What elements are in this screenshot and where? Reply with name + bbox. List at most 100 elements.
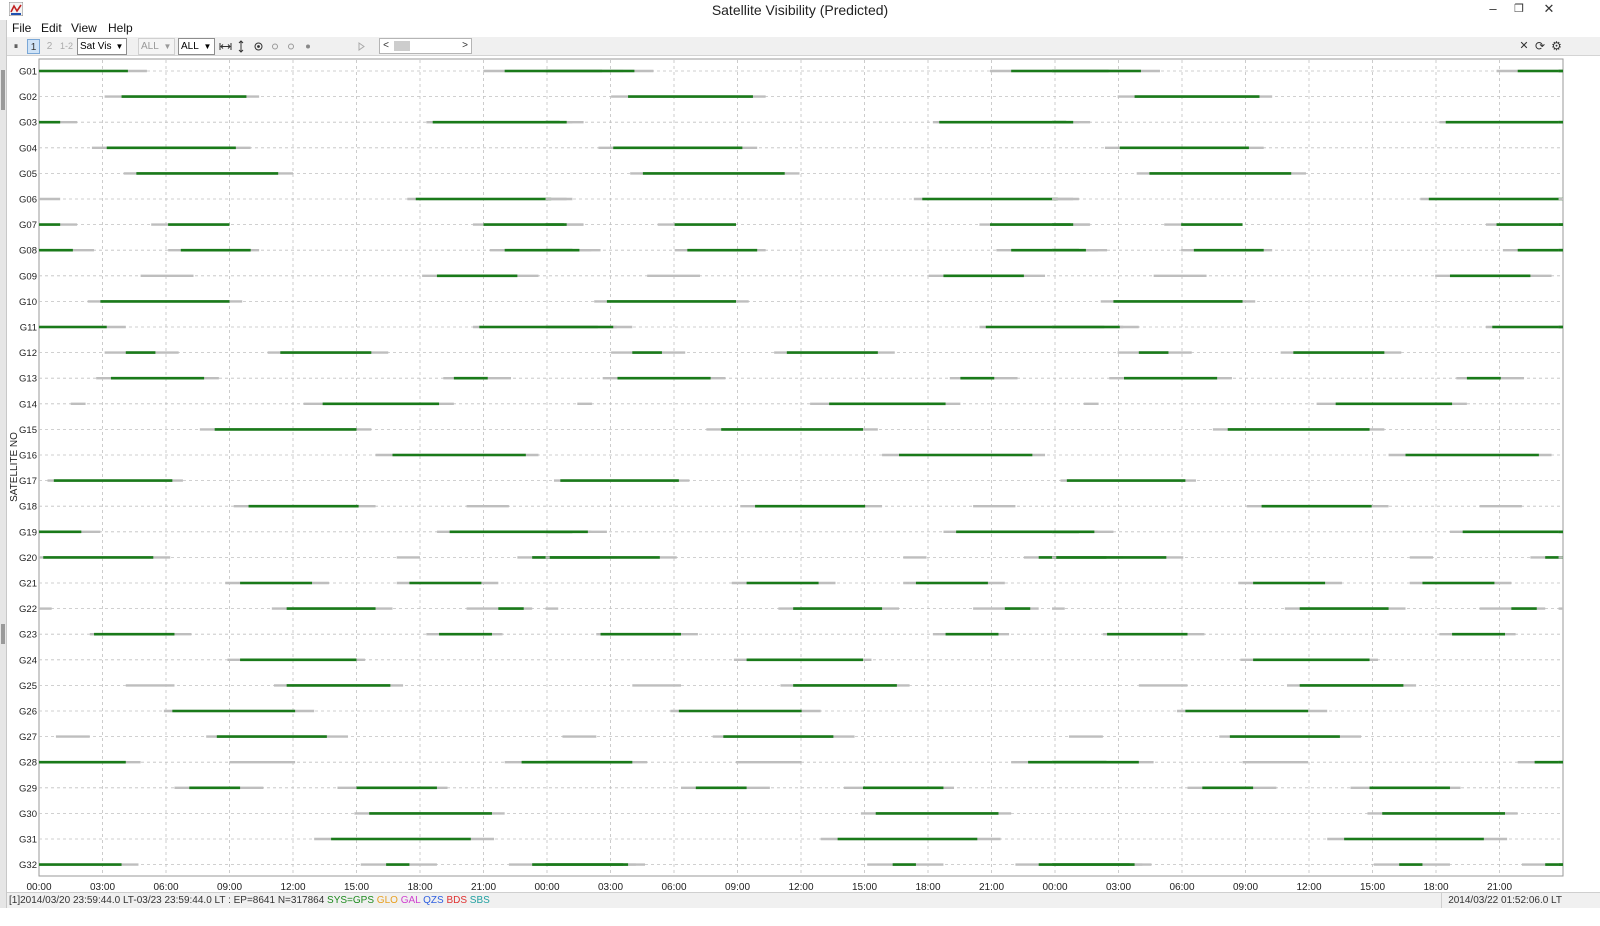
rcv2-button[interactable]: 2 xyxy=(46,41,53,52)
satellite-label: G14 xyxy=(19,399,37,410)
play-animation-icon[interactable] xyxy=(356,39,366,54)
system-select-value: ALL xyxy=(141,41,159,52)
reload-icon[interactable]: ⟳ xyxy=(1534,39,1546,53)
x-tick-label: 21:00 xyxy=(1487,882,1512,892)
x-tick-label: 03:00 xyxy=(598,882,623,892)
satellite-label: G12 xyxy=(19,348,37,359)
title-bar: Satellite Visibility (Predicted) – ❐ ✕ xyxy=(0,0,1600,20)
satellite-visibility-chart[interactable]: G01 G02 G03 G04 G05 G06 G07 G08 G09 G10 G11 G12 G13 G… xyxy=(7,57,1600,892)
app-icon xyxy=(9,2,23,16)
fix-center-icon[interactable] xyxy=(286,39,296,54)
satellite-label: G19 xyxy=(19,527,37,538)
x-tick-label: 15:00 xyxy=(344,882,369,892)
status-system-sbs: SBS xyxy=(467,895,490,906)
options-gear-icon[interactable]: ⚙ xyxy=(1551,39,1562,53)
x-tick-label: 09:00 xyxy=(725,882,750,892)
satellite-label: G10 xyxy=(19,297,37,308)
rcv12-button[interactable]: 1-2 xyxy=(59,41,73,51)
scroll-right-button[interactable]: > xyxy=(462,40,468,51)
x-tick-label: 18:00 xyxy=(1423,882,1448,892)
status-info: [1]2014/03/20 23:59:44.0 LT-03/23 23:59:… xyxy=(9,893,490,908)
satellite-label: G28 xyxy=(19,758,37,769)
menu-bar: File Edit View Help xyxy=(7,20,1600,37)
satellite-label: G23 xyxy=(19,630,37,641)
satellite-label: G26 xyxy=(19,707,37,718)
satellite-label: G29 xyxy=(19,783,37,794)
satellite-label: G13 xyxy=(19,374,37,385)
satellite-label: G09 xyxy=(19,271,37,282)
close-file-icon[interactable]: ✕ xyxy=(1519,40,1529,52)
satellite-label: G32 xyxy=(19,860,37,871)
plot-type-select[interactable]: Sat Vis ▼ xyxy=(77,38,127,55)
satellite-label: G21 xyxy=(19,579,37,590)
x-tick-label: 18:00 xyxy=(407,882,432,892)
x-tick-label: 06:00 xyxy=(1169,882,1194,892)
dock-grip-top[interactable] xyxy=(1,70,5,110)
center-origin-icon[interactable] xyxy=(253,39,264,54)
fix-horizontal-icon[interactable] xyxy=(303,39,313,54)
time-scroller[interactable]: < > xyxy=(379,38,472,54)
menu-file[interactable]: File xyxy=(12,21,32,35)
dock-grip-bottom[interactable] xyxy=(1,624,5,644)
satellite-label: G20 xyxy=(19,553,37,564)
show-track-icon[interactable] xyxy=(270,39,280,54)
menu-edit[interactable]: Edit xyxy=(41,21,62,35)
time-tick-labels: 00:00 03:00 06:00 09:00 12:00 15:00 18:00 21:00… xyxy=(26,882,1512,892)
fit-vertical-icon[interactable] xyxy=(236,39,246,54)
satellite-label: G30 xyxy=(19,809,37,820)
left-dock-strip xyxy=(0,0,7,926)
satellite-label: G24 xyxy=(19,655,37,666)
satellite-label: G07 xyxy=(19,220,37,231)
x-tick-label: 00:00 xyxy=(1042,882,1067,892)
satellite-label: G17 xyxy=(19,476,37,487)
minimize-button[interactable]: – xyxy=(1489,1,1497,16)
satellite-labels: G01 G02 G03 G04 G05 G06 G07 G08 G09 G10 G11 G12 G13 G… xyxy=(19,67,37,872)
menu-help[interactable]: Help xyxy=(108,21,133,35)
x-tick-label: 09:00 xyxy=(217,882,242,892)
satellite-label: G08 xyxy=(19,246,37,257)
satellite-label: G11 xyxy=(20,323,37,334)
satellite-label: G03 xyxy=(19,118,37,129)
status-cursor-time: 2014/03/22 01:52:06.0 LT xyxy=(1441,893,1562,908)
satellite-label: G06 xyxy=(19,195,37,206)
rcv1-button[interactable]: 1 xyxy=(27,39,40,54)
restore-button[interactable]: ❐ xyxy=(1514,3,1524,15)
status-time-range: [1]2014/03/20 23:59:44.0 LT-03/23 23:59:… xyxy=(9,895,328,906)
x-tick-label: 21:00 xyxy=(979,882,1004,892)
x-tick-label: 06:00 xyxy=(153,882,178,892)
x-tick-label: 21:00 xyxy=(471,882,496,892)
menu-view[interactable]: View xyxy=(71,21,97,35)
chevron-down-icon: ▼ xyxy=(163,42,172,51)
satellite-label: G25 xyxy=(19,681,37,692)
y-axis-label: SATELLITE NO xyxy=(9,432,20,502)
close-window-button[interactable]: ✕ xyxy=(1543,1,1555,16)
status-system-qzs: QZS xyxy=(420,895,444,906)
satellite-label: G18 xyxy=(19,502,37,513)
x-tick-label: 09:00 xyxy=(1233,882,1258,892)
window-title: Satellite Visibility (Predicted) xyxy=(711,2,889,18)
x-tick-label: 06:00 xyxy=(661,882,686,892)
chevron-down-icon: ▼ xyxy=(203,42,212,51)
satellite-label: G15 xyxy=(19,425,37,436)
status-bar: [1]2014/03/20 23:59:44.0 LT-03/23 23:59:… xyxy=(7,892,1600,908)
chevron-down-icon: ▼ xyxy=(115,42,124,51)
scroll-left-button[interactable]: < xyxy=(383,40,389,51)
system-select[interactable]: ALL ▼ xyxy=(138,38,175,55)
satellite-select-value: ALL xyxy=(181,41,199,52)
satellite-label: G16 xyxy=(19,451,37,462)
pause-icon[interactable]: ⏸ xyxy=(13,41,19,51)
x-tick-label: 18:00 xyxy=(915,882,940,892)
status-system-list: SYS=GPS GLO GAL QZS BDS SBS xyxy=(327,895,490,906)
scroll-thumb[interactable] xyxy=(394,41,410,51)
x-tick-label: 12:00 xyxy=(1296,882,1321,892)
satellite-label: G31 xyxy=(19,835,37,846)
fit-horizontal-icon[interactable] xyxy=(219,39,232,54)
pass-marks xyxy=(39,69,1563,866)
satellite-label: G01 xyxy=(19,67,37,78)
satellite-select[interactable]: ALL ▼ xyxy=(178,38,215,55)
satellite-label: G27 xyxy=(19,732,37,743)
satellite-label: G22 xyxy=(19,604,37,615)
x-tick-label: 03:00 xyxy=(1106,882,1131,892)
window-bottom-edge xyxy=(0,908,1600,926)
